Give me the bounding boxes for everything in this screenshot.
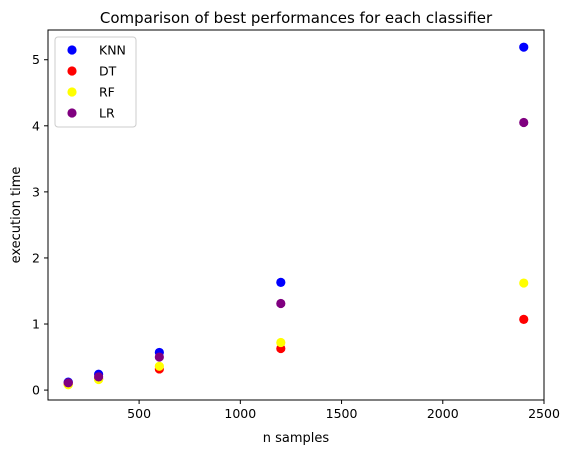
point-dt bbox=[519, 314, 529, 324]
y-tick-label: 5 bbox=[32, 52, 40, 67]
y-axis-ticks: 0 1 2 3 4 5 bbox=[32, 52, 48, 398]
x-tick-label: 2500 bbox=[528, 406, 560, 421]
legend-label-lr: LR bbox=[99, 106, 115, 121]
legend-label-knn: KNN bbox=[99, 43, 126, 58]
x-tick-label: 500 bbox=[127, 406, 151, 421]
point-rf bbox=[519, 278, 529, 288]
point-rf bbox=[154, 361, 164, 371]
x-tick-label: 1000 bbox=[224, 406, 256, 421]
x-axis-ticks: 500 1000 1500 2000 2500 bbox=[127, 400, 560, 421]
y-tick-label: 4 bbox=[32, 118, 40, 133]
legend: KNN DT RF LR bbox=[54, 36, 137, 128]
y-axis-label: execution time bbox=[9, 167, 24, 264]
plot-frame bbox=[47, 29, 545, 401]
y-tick-label: 1 bbox=[32, 317, 40, 332]
point-lr bbox=[63, 378, 73, 388]
x-tick-label: 1500 bbox=[326, 406, 358, 421]
legend-label-dt: DT bbox=[99, 64, 117, 79]
y-tick-label: 3 bbox=[32, 184, 40, 199]
point-lr bbox=[276, 298, 286, 309]
x-axis-label: n samples bbox=[263, 431, 330, 446]
y-tick-label: 2 bbox=[32, 250, 40, 265]
point-lr bbox=[94, 372, 104, 382]
legend-marker-lr bbox=[67, 108, 77, 118]
data-points bbox=[63, 42, 529, 390]
x-tick-label: 2000 bbox=[427, 406, 459, 421]
point-knn bbox=[276, 277, 286, 287]
point-lr bbox=[154, 352, 164, 362]
point-knn bbox=[519, 42, 529, 52]
y-tick-label: 0 bbox=[32, 383, 40, 398]
point-lr bbox=[519, 117, 529, 128]
chart-title: Comparison of best performances for each… bbox=[100, 9, 493, 27]
legend-label-rf: RF bbox=[99, 85, 115, 100]
legend-marker-dt bbox=[67, 66, 77, 76]
legend-marker-rf bbox=[67, 87, 77, 97]
point-rf bbox=[276, 337, 286, 348]
legend-marker-knn bbox=[67, 45, 77, 55]
legend-frame bbox=[54, 36, 137, 128]
